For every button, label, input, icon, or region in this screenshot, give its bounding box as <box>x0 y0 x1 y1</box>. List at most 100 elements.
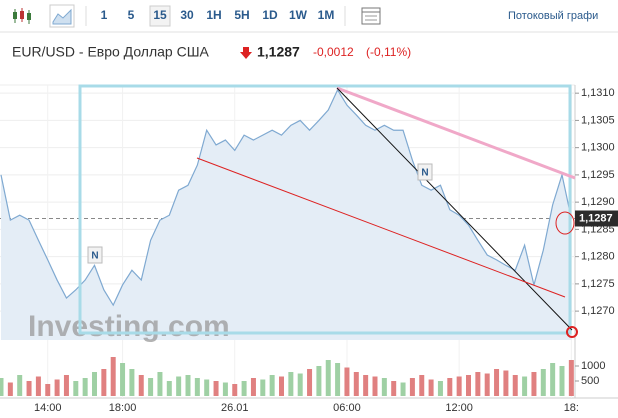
volume-bar <box>409 378 415 396</box>
volume-bar <box>400 382 406 396</box>
volume-bar <box>250 378 256 396</box>
volume-bar <box>129 369 135 396</box>
volume-bar <box>447 378 453 396</box>
volume-bar <box>241 381 247 396</box>
volume-bar <box>82 378 88 396</box>
volume-bar <box>213 381 219 396</box>
volume-bar <box>484 373 490 396</box>
candle-icon[interactable] <box>13 8 31 24</box>
price-change-pct: (-0,11%) <box>366 45 411 59</box>
volume-bar <box>120 363 126 396</box>
interval-button[interactable]: 1H <box>206 8 221 22</box>
interval-button[interactable]: 1W <box>289 8 308 22</box>
interval-button[interactable]: 1 <box>101 8 108 22</box>
volume-bar <box>101 369 107 396</box>
volume-bar <box>110 357 116 396</box>
x-tick-label: 18:00 <box>109 402 137 414</box>
volume-bar <box>297 373 303 396</box>
interval-button[interactable]: 5 <box>128 8 135 22</box>
y-tick-label: 1,1310 <box>581 87 615 99</box>
drawn-ellipse <box>555 211 575 235</box>
drawn-trendline <box>336 87 573 331</box>
interval-button[interactable]: 5H <box>234 8 249 22</box>
volume-bar <box>260 379 266 396</box>
volume-bar <box>540 369 546 396</box>
x-tick-label: 18: <box>564 402 579 414</box>
y-tick-label: 1,1290 <box>581 196 615 208</box>
drawn-trendline <box>336 86 576 180</box>
volume-bar <box>35 376 41 396</box>
down-arrow <box>240 47 252 59</box>
y-tick-label: 1,1295 <box>581 169 615 181</box>
volume-bar <box>176 376 182 396</box>
price-change: -0,0012 <box>313 45 354 59</box>
last-price: 1,1287 <box>257 44 300 60</box>
stream-chart-link[interactable]: Потоковый графи <box>508 10 598 22</box>
last-price-label: 1,1287 <box>579 212 613 224</box>
volume-bar <box>353 372 359 396</box>
volume-bar <box>531 372 537 396</box>
volume-bar <box>138 375 144 396</box>
volume-bar <box>54 379 60 396</box>
volume-bar <box>344 367 350 396</box>
y-tick-label: 1,1275 <box>581 278 615 290</box>
news-label: N <box>421 168 428 179</box>
volume-bar <box>17 375 23 396</box>
selected-interval <box>149 5 171 27</box>
volume-bar <box>222 382 228 396</box>
drawn-circle <box>566 326 578 338</box>
y-tick-label: 1,1280 <box>581 251 615 263</box>
volume-bar <box>316 366 322 396</box>
volume-bar <box>0 378 4 396</box>
volume-bar <box>363 375 369 396</box>
interval-button[interactable]: 30 <box>180 8 194 22</box>
news-marker[interactable]: N <box>417 163 433 181</box>
volume-bar <box>372 376 378 396</box>
table-icon[interactable] <box>361 7 381 25</box>
toolbar <box>0 0 618 32</box>
volume-bar <box>428 379 434 396</box>
volume-bar <box>475 372 481 396</box>
volume-bar <box>157 372 163 396</box>
y-tick-label: 1,1270 <box>581 305 615 317</box>
volume-bar <box>335 363 341 396</box>
news-marker[interactable]: N <box>87 246 103 264</box>
volume-bar <box>568 360 574 396</box>
y-tick-label: 500 <box>581 375 599 387</box>
volume-bar <box>185 375 191 396</box>
y-tick-label: 1,1300 <box>581 142 615 154</box>
volume-bar <box>7 382 13 396</box>
x-tick-label: 12:00 <box>445 402 473 414</box>
drawn-rectangle <box>78 84 572 335</box>
volume-bar <box>494 369 500 396</box>
volume-bar <box>559 366 565 396</box>
volume-bar <box>325 360 331 396</box>
interval-button[interactable]: 1M <box>318 8 335 22</box>
watermark: Investing.com <box>28 310 230 343</box>
instrument-name: EUR/USD - Евро Доллар США <box>12 44 210 60</box>
price-area <box>1 89 572 340</box>
interval-button[interactable]: 1D <box>262 8 278 22</box>
volume-bar <box>503 370 509 396</box>
volume-bar <box>437 381 443 396</box>
volume-bar <box>512 375 518 396</box>
volume-bar <box>232 384 238 396</box>
volume-bar <box>381 378 387 396</box>
volume-bar <box>63 375 69 396</box>
volume-bar <box>279 376 284 396</box>
news-label: N <box>91 251 98 262</box>
interval-button[interactable]: 15 <box>153 8 167 22</box>
volume-bar <box>307 369 313 396</box>
volume-bar <box>73 381 79 396</box>
volume-bar <box>26 381 32 396</box>
last-price-box <box>575 210 618 227</box>
volume-bar <box>269 375 275 396</box>
volume-bar <box>466 375 471 396</box>
x-tick-label: 26.01 <box>221 402 249 414</box>
volume-bar <box>92 372 97 396</box>
area-icon[interactable] <box>49 4 75 28</box>
volume-bar <box>204 379 210 396</box>
volume-bar <box>148 378 154 396</box>
